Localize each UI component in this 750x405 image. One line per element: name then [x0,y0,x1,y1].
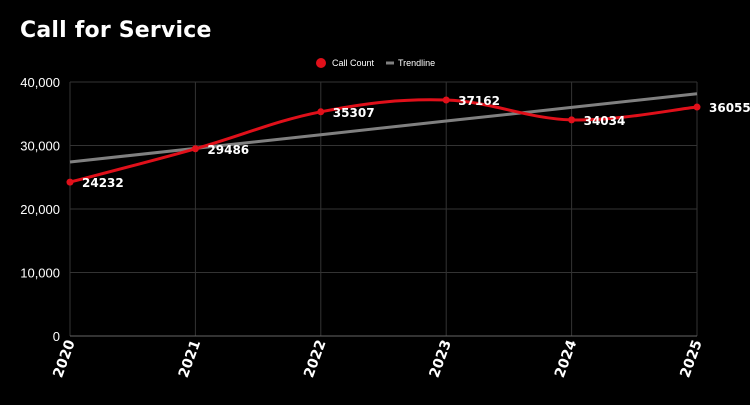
grid-lines [69,81,698,337]
call-count-point[interactable] [693,103,701,111]
legend-call-count-label: Call Count [332,58,375,68]
x-tick-label: 2025 [677,338,705,380]
y-tick-label: 30,000 [20,139,60,154]
legend-call-count-swatch [316,58,326,68]
y-tick-label: 0 [53,329,60,344]
x-axis-ticks: 2020 2021 2022 2023 2024 2025 [50,338,705,380]
data-label: 34034 [584,114,626,128]
call-count-point[interactable] [442,96,450,104]
data-label: 29486 [207,143,249,157]
data-label: 36055 [709,101,750,115]
call-count-point[interactable] [191,145,199,153]
y-tick-label: 20,000 [20,202,60,217]
x-tick-label: 2022 [301,338,329,380]
legend-trendline-label: Trendline [398,58,435,68]
x-tick-label: 2020 [50,338,78,380]
y-axis-ticks: 0 10,000 20,000 30,000 40,000 [20,75,60,344]
chart-title: Call for Service [20,18,212,43]
call-count-point[interactable] [66,178,74,186]
call-count-point[interactable] [317,108,325,116]
series-layer [66,92,701,186]
data-label: 37162 [458,94,500,108]
call-count-point[interactable] [568,116,576,124]
x-tick-label: 2024 [552,338,580,380]
y-tick-label: 40,000 [20,75,60,90]
legend[interactable]: Call Count Trendline [316,58,435,68]
y-tick-label: 10,000 [20,266,60,281]
data-label: 24232 [82,176,124,190]
data-label: 35307 [333,106,375,120]
x-tick-label: 2023 [427,338,455,380]
data-labels: 24232 29486 35307 37162 34034 36055 [82,94,750,190]
call-count-series [69,98,698,184]
trendline-series [69,92,698,164]
x-tick-label: 2021 [176,338,204,380]
